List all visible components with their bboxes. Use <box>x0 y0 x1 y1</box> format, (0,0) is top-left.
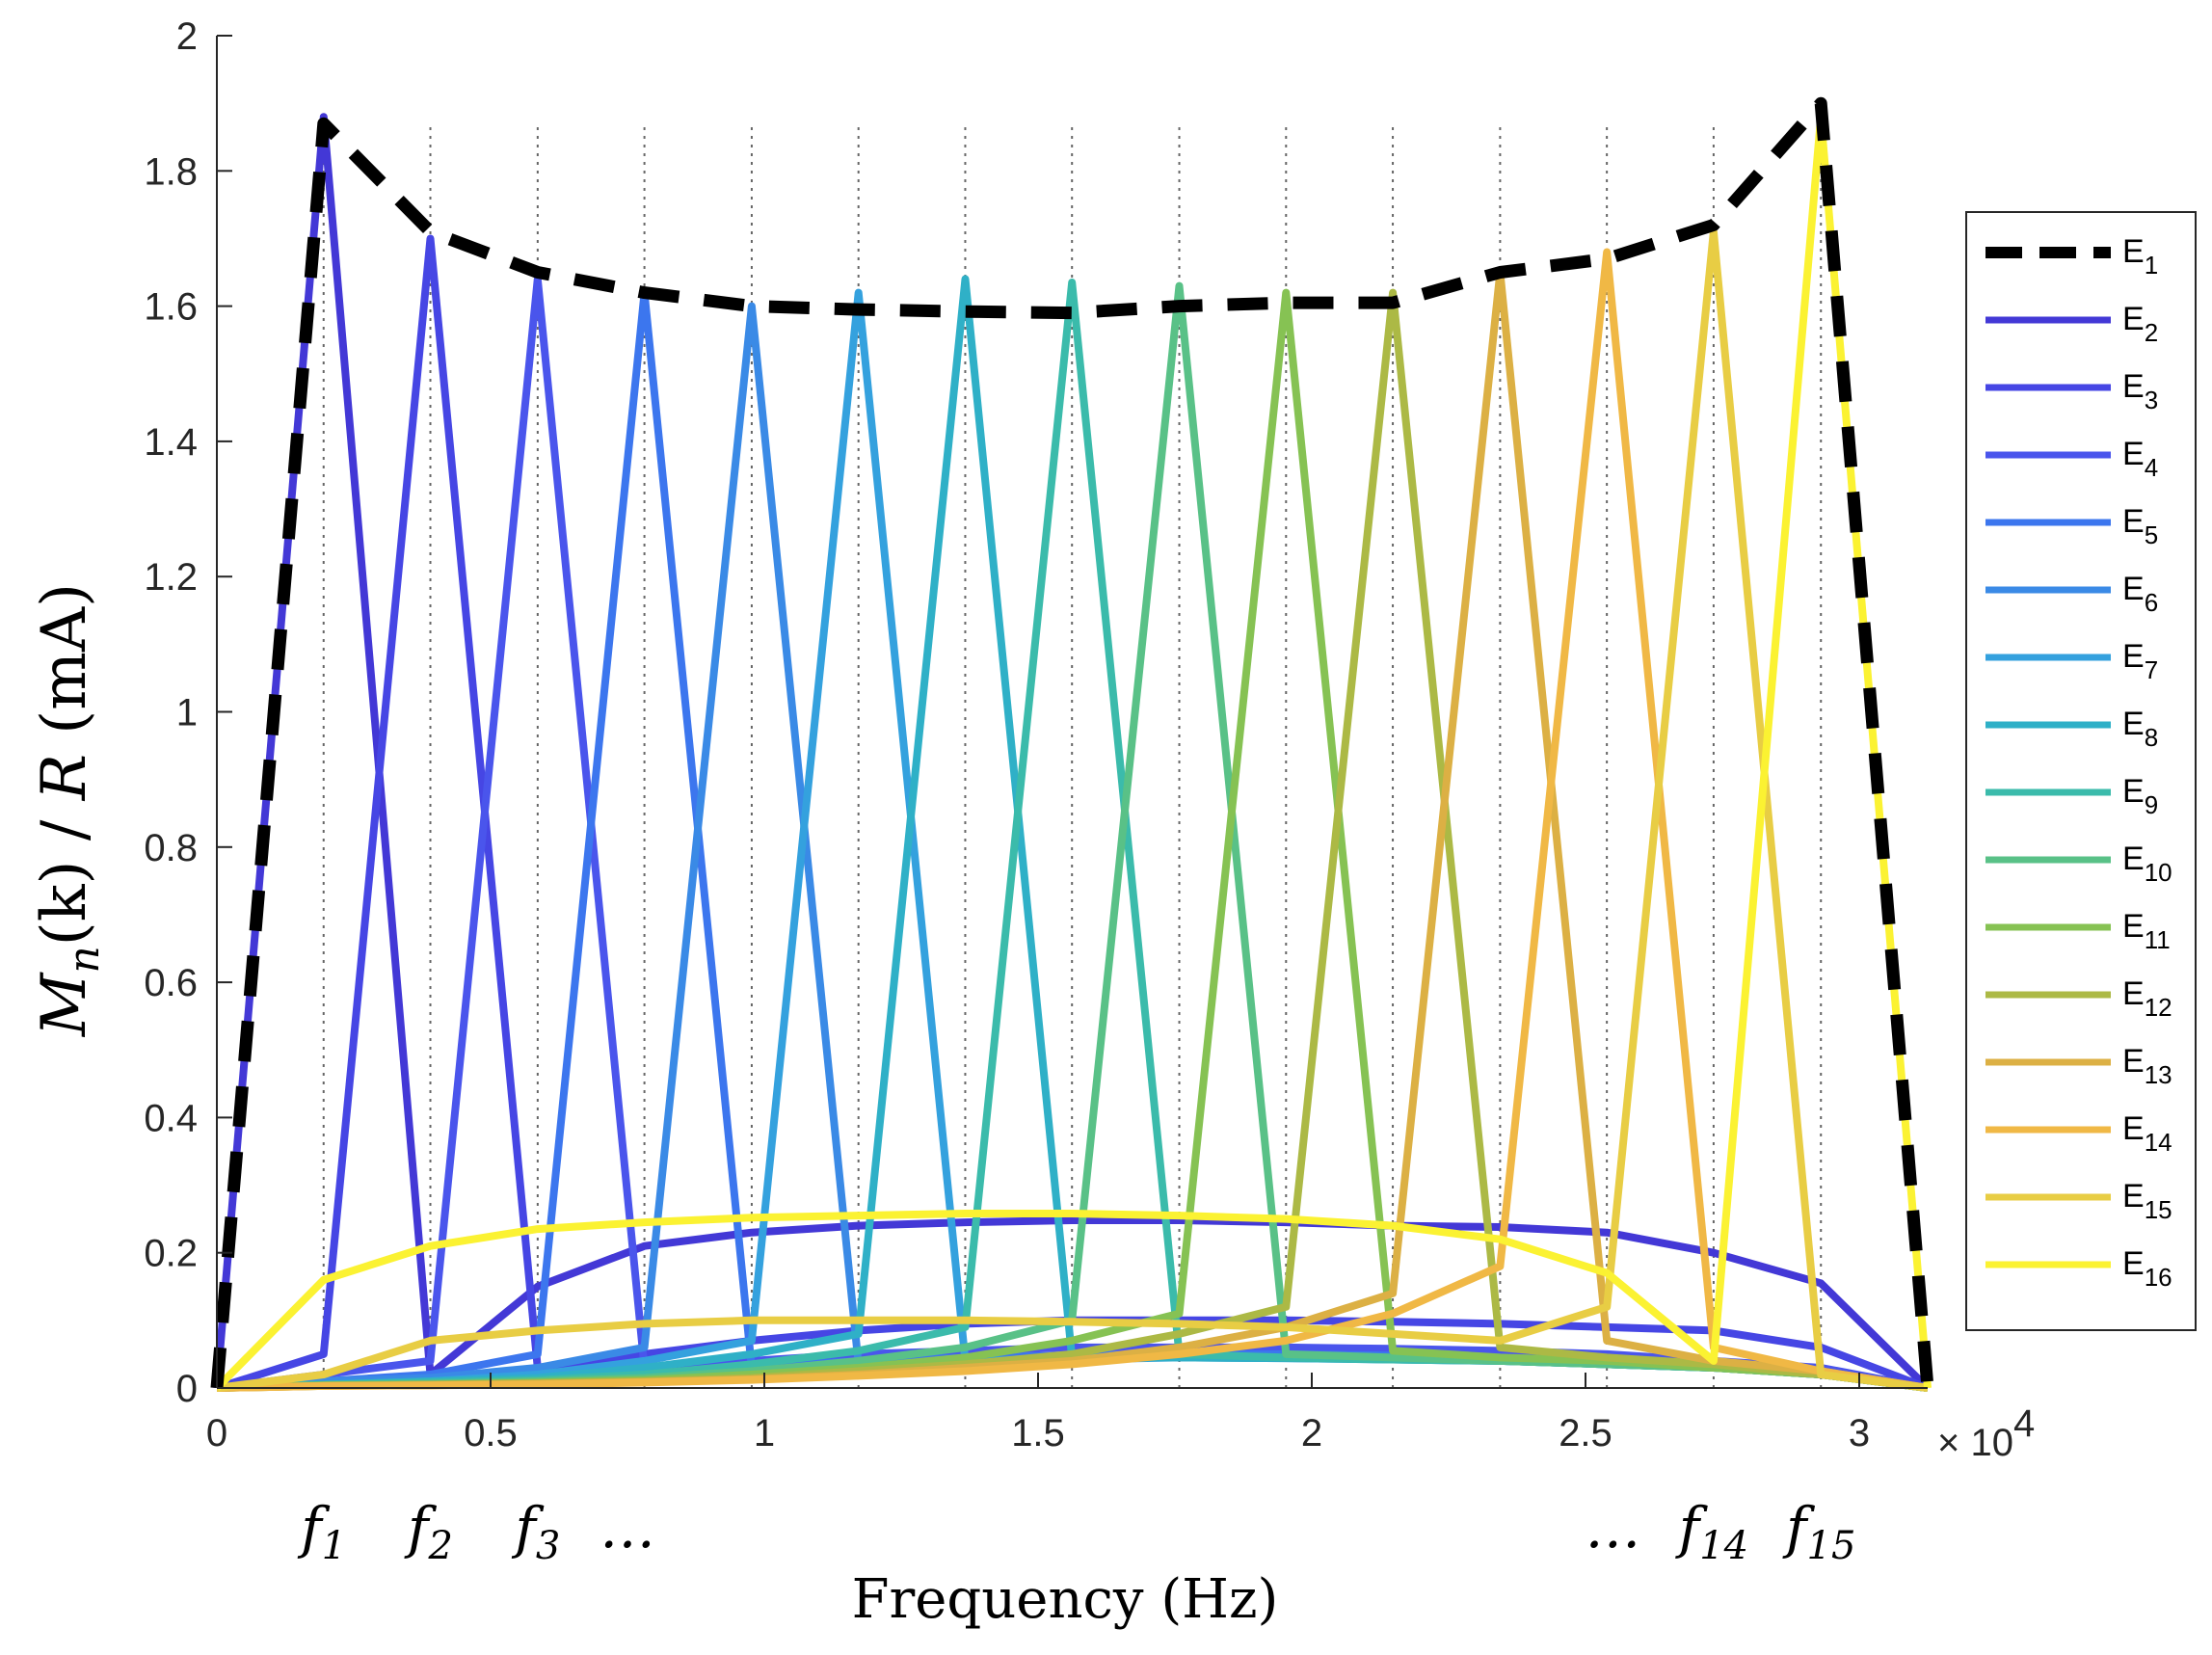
series-line-e14 <box>216 248 1929 1392</box>
legend-label-e4: E4 <box>2122 436 2158 482</box>
y-tick-label: 1.4 <box>144 421 198 464</box>
y-tick-label: 0.2 <box>144 1233 198 1275</box>
x-multiplier-label: × 104 <box>1937 1402 2035 1464</box>
x-tick-label: 3 <box>1849 1412 1870 1455</box>
y-tick-label: 1.8 <box>144 150 198 193</box>
legend-label-e11: E11 <box>2122 908 2171 954</box>
y-tick-label: 0.8 <box>144 827 198 869</box>
legend-label-e9: E9 <box>2122 773 2158 819</box>
series-line-e2 <box>213 113 1931 1391</box>
x-tick-label: 1.5 <box>1011 1412 1065 1455</box>
series-line-e1 <box>210 96 1934 1389</box>
legend-label-e6: E6 <box>2122 571 2158 617</box>
legend-label-e13: E13 <box>2122 1043 2172 1089</box>
legend-label-e15: E15 <box>2122 1178 2172 1224</box>
legend-box <box>1965 211 2197 1331</box>
x-axis-label: Frequency (Hz) <box>852 1568 1279 1631</box>
x-tick-label: 1 <box>754 1412 775 1455</box>
legend-label-e8: E8 <box>2122 706 2158 752</box>
legend-label-e14: E14 <box>2122 1110 2172 1157</box>
legend-label-e16: E16 <box>2122 1245 2172 1292</box>
y-tick-label: 1.6 <box>144 286 198 329</box>
legend-label-e10: E10 <box>2122 841 2172 887</box>
series-line-e16 <box>214 113 1932 1391</box>
y-axis-label: Mn(k) / R (mA) <box>29 583 109 1037</box>
peak-frequency-label: f15 <box>1782 1495 1855 1568</box>
y-tick-label: 1.2 <box>144 556 198 599</box>
y-tick-label: 1 <box>176 692 198 734</box>
legend-label-e5: E5 <box>2122 503 2158 549</box>
peak-frequency-label: f3 <box>511 1495 560 1568</box>
legend-label-e3: E3 <box>2122 368 2158 414</box>
y-tick-label: 2 <box>176 15 198 58</box>
peak-frequency-label: … <box>600 1495 655 1561</box>
legend-label-e7: E7 <box>2122 638 2158 684</box>
legend-label-e2: E2 <box>2122 301 2158 347</box>
y-tick-labels: 0 0.2 0.4 0.6 0.8 1 1.2 1.4 1.6 1.8 2 <box>144 15 198 1410</box>
axes <box>216 35 1928 1389</box>
x-tick-label: 0.5 <box>464 1412 518 1455</box>
x-tick-label: 0 <box>206 1412 227 1455</box>
x-tick-label: 2.5 <box>1559 1412 1612 1455</box>
vertical-gridlines <box>322 127 1823 1390</box>
y-tick-label: 0.6 <box>144 962 198 1004</box>
legend-label-e12: E12 <box>2122 975 2172 1022</box>
legend: E1 E2 E3 E4 E5 E6 E7 E8 E9 E10 E11 E12 E13 E14 E15 E16 <box>1965 211 2197 1331</box>
legend-label-e1: E1 <box>2122 233 2158 280</box>
x-tick-label: 2 <box>1301 1412 1322 1455</box>
series-group <box>210 96 1934 1392</box>
x-tick-labels: 0 0.5 1 1.5 2 2.5 3 <box>206 1412 1870 1455</box>
series-line-e15 <box>216 227 1929 1392</box>
y-tick-label: 0 <box>176 1368 198 1410</box>
y-tick-label: 0.4 <box>144 1097 198 1139</box>
peak-frequency-label: … <box>1585 1495 1640 1561</box>
